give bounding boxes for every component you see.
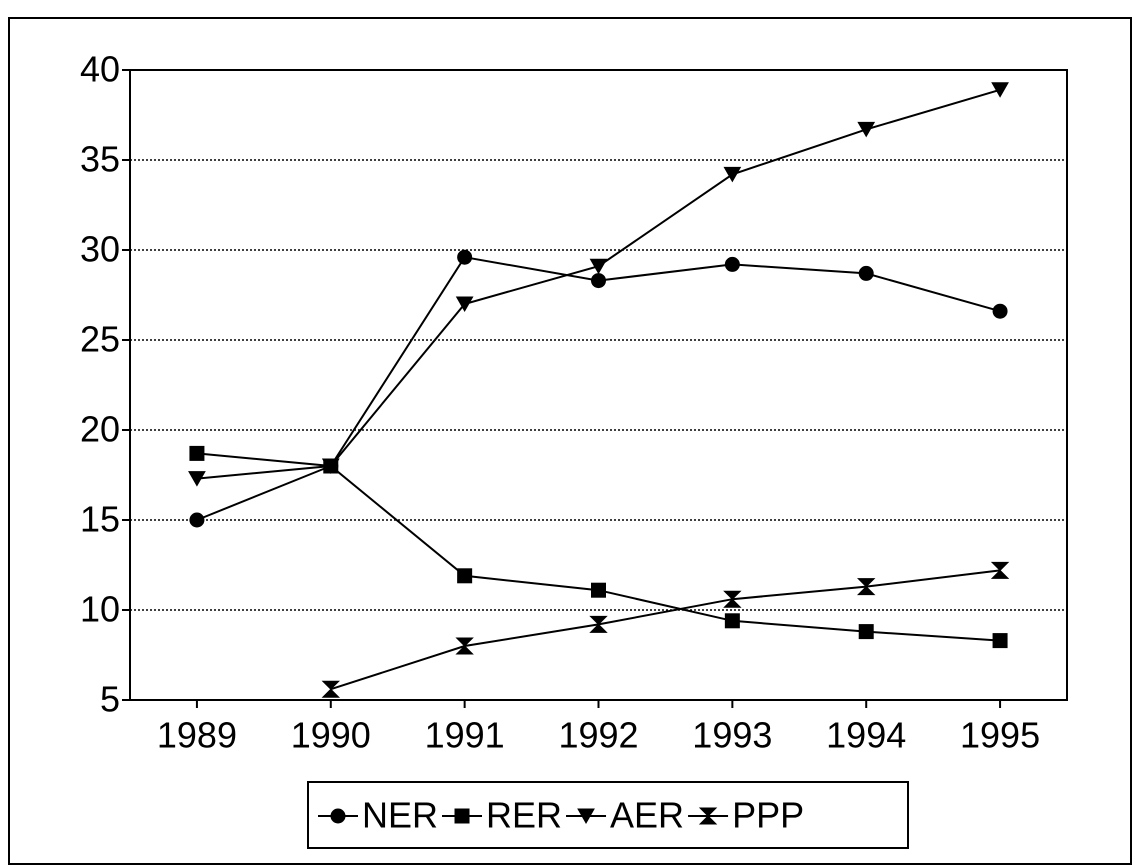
x-tick-label: 1991 xyxy=(425,715,505,756)
y-tick-label: 35 xyxy=(80,139,120,180)
y-tick-label: 30 xyxy=(80,229,120,270)
series-line xyxy=(196,452,1001,642)
marker xyxy=(321,680,340,698)
y-tick-label: 40 xyxy=(80,49,120,90)
marker xyxy=(591,273,606,289)
marker xyxy=(857,121,876,138)
marker xyxy=(724,256,740,272)
marker xyxy=(455,637,474,655)
marker xyxy=(858,265,874,281)
chart-frame xyxy=(8,17,1132,865)
legend-label: NER xyxy=(362,795,438,836)
marker xyxy=(992,303,1008,319)
marker xyxy=(330,808,346,824)
legend-label: RER xyxy=(486,795,562,836)
x-tick-label: 1994 xyxy=(826,715,906,756)
y-tick-label: 20 xyxy=(80,409,120,450)
marker xyxy=(858,624,874,640)
marker xyxy=(992,633,1008,649)
marker xyxy=(723,590,742,608)
x-tick-label: 1995 xyxy=(960,715,1040,756)
x-tick-label: 1992 xyxy=(558,715,638,756)
marker xyxy=(991,82,1009,98)
marker xyxy=(188,471,206,487)
y-tick-label: 25 xyxy=(80,319,120,360)
marker xyxy=(189,512,205,528)
marker xyxy=(589,258,608,275)
plot-frame xyxy=(129,69,1068,701)
legend-box xyxy=(307,781,909,849)
series-line xyxy=(330,569,1001,691)
x-tick-label: 1989 xyxy=(157,715,237,756)
series-line xyxy=(196,256,1001,521)
legend-label: PPP xyxy=(732,795,804,836)
x-tick-label: 1990 xyxy=(291,715,371,756)
marker xyxy=(589,615,608,633)
marker xyxy=(857,578,876,596)
legend-label: AER xyxy=(610,795,684,836)
marker xyxy=(457,568,473,584)
marker xyxy=(577,808,595,825)
marker xyxy=(990,561,1010,579)
marker xyxy=(321,458,340,475)
y-tick-label: 15 xyxy=(80,499,120,540)
marker xyxy=(455,296,474,313)
marker xyxy=(724,613,740,629)
marker xyxy=(723,166,742,183)
marker xyxy=(457,249,473,265)
x-tick-label: 1993 xyxy=(692,715,772,756)
y-tick-label: 10 xyxy=(80,589,120,630)
marker xyxy=(454,808,470,824)
marker xyxy=(591,582,606,598)
marker xyxy=(189,445,205,461)
y-tick-label: 5 xyxy=(100,679,120,720)
marker xyxy=(698,807,718,825)
